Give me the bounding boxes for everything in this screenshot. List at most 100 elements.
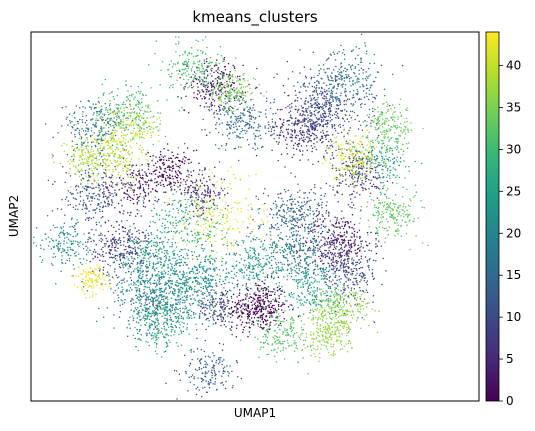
scatter-point: [338, 269, 341, 271]
scatter-point: [214, 279, 217, 281]
scatter-point: [177, 186, 179, 188]
scatter-point: [334, 226, 336, 228]
scatter-point: [298, 209, 300, 211]
scatter-point: [210, 69, 213, 72]
scatter-point: [110, 176, 113, 179]
scatter-point: [299, 121, 301, 123]
scatter-point: [220, 303, 223, 305]
scatter-point: [343, 77, 346, 79]
scatter-point: [371, 167, 374, 170]
scatter-point: [286, 247, 289, 250]
scatter-point: [316, 98, 318, 101]
scatter-point: [306, 131, 308, 133]
scatter-point: [340, 71, 342, 73]
scatter-point: [223, 58, 225, 61]
scatter-point: [92, 118, 94, 120]
scatter-point: [201, 302, 204, 305]
scatter-point: [201, 193, 203, 196]
scatter-point: [217, 314, 219, 317]
scatter-point: [193, 191, 196, 194]
scatter-point: [343, 135, 345, 137]
scatter-point: [372, 96, 374, 98]
scatter-point: [212, 298, 214, 301]
scatter-point: [329, 220, 332, 222]
scatter-point: [247, 306, 249, 308]
scatter-point: [325, 283, 328, 286]
scatter-point: [294, 217, 296, 220]
scatter-point: [325, 59, 328, 61]
scatter-point: [338, 241, 341, 243]
scatter-point: [136, 317, 139, 319]
scatter-point: [384, 94, 386, 97]
scatter-point: [81, 208, 84, 211]
scatter-point: [333, 244, 335, 246]
scatter-point: [241, 311, 244, 314]
scatter-point: [124, 186, 126, 188]
scatter-point: [287, 94, 289, 97]
scatter-point: [102, 185, 105, 187]
scatter-point: [323, 104, 325, 107]
scatter-point: [138, 232, 141, 235]
scatter-point: [341, 75, 344, 77]
scatter-point: [331, 284, 334, 286]
scatter-point: [237, 376, 239, 378]
scatter-point: [161, 162, 164, 164]
scatter-point: [340, 246, 343, 249]
scatter-point: [125, 271, 127, 274]
scatter-point: [231, 370, 233, 373]
scatter-point: [311, 119, 313, 122]
scatter-point: [52, 155, 54, 157]
scatter-point: [90, 217, 93, 220]
scatter-point: [353, 72, 356, 75]
scatter-point: [366, 280, 369, 282]
scatter-point: [95, 106, 97, 109]
scatter-point: [93, 132, 95, 134]
scatter-point: [271, 304, 274, 307]
scatter-point: [153, 310, 156, 312]
scatter-point: [314, 198, 316, 201]
scatter-point: [79, 190, 82, 193]
scatter-point: [183, 162, 186, 165]
scatter-point: [114, 289, 117, 292]
scatter-point: [337, 107, 340, 110]
scatter-point: [105, 205, 107, 207]
scatter-point: [98, 307, 100, 310]
scatter-point: [338, 234, 340, 236]
scatter-point: [312, 121, 315, 123]
scatter-point: [195, 393, 198, 396]
scatter-point: [327, 270, 330, 273]
scatter-point: [95, 194, 97, 197]
scatter-point: [229, 105, 232, 108]
scatter-point: [262, 192, 265, 195]
scatter-point: [303, 243, 305, 245]
scatter-point: [296, 123, 298, 125]
scatter-point: [211, 294, 213, 297]
scatter-point: [266, 319, 269, 322]
scatter-point: [47, 179, 50, 182]
scatter-point: [228, 299, 230, 302]
scatter-point: [345, 164, 348, 167]
scatter-point: [209, 356, 211, 359]
scatter-point: [128, 244, 131, 247]
scatter-point: [334, 78, 337, 80]
scatter-point: [239, 120, 242, 123]
scatter-point: [258, 130, 260, 132]
scatter-point: [208, 109, 211, 112]
scatter-point: [207, 382, 210, 385]
scatter-point: [353, 267, 355, 270]
scatter-point: [119, 241, 122, 244]
scatter-point: [167, 284, 170, 287]
scatter-point: [294, 120, 297, 122]
scatter-point: [314, 99, 317, 101]
scatter-point: [123, 210, 125, 212]
scatter-point: [278, 141, 280, 143]
scatter-point: [276, 286, 279, 289]
scatter-point: [111, 174, 114, 177]
scatter-point: [331, 92, 334, 95]
scatter-point: [215, 92, 217, 95]
scatter-point: [218, 110, 221, 112]
scatter-point: [126, 173, 129, 176]
scatter-point: [392, 119, 394, 121]
scatter-point: [215, 310, 217, 312]
scatter-point: [364, 119, 366, 122]
